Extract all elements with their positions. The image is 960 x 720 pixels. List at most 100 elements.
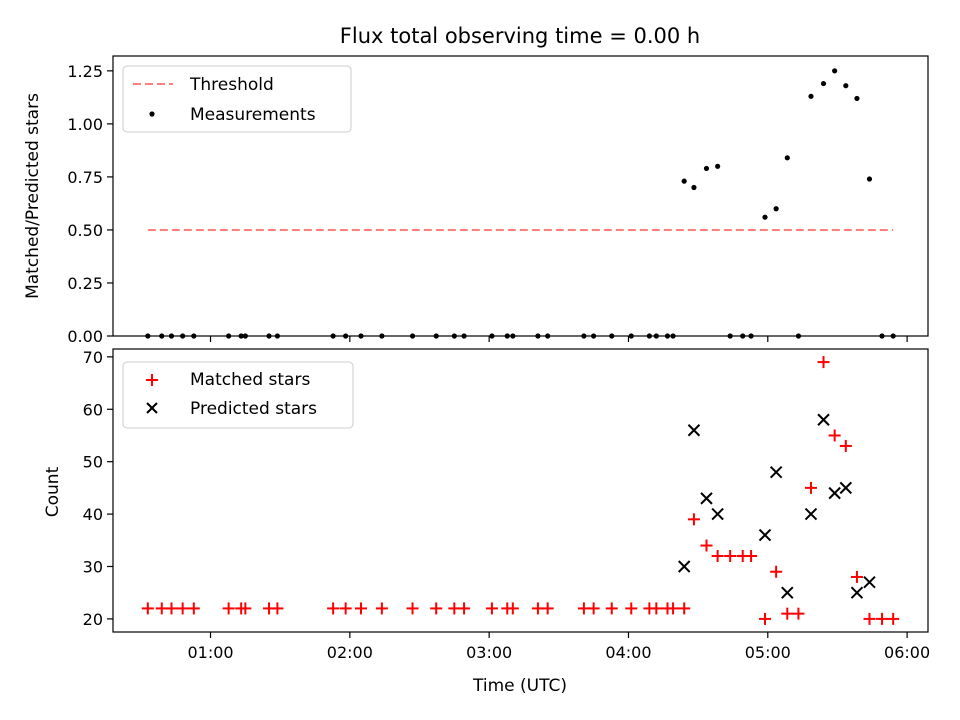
legend-threshold-label: Threshold: [189, 75, 274, 95]
matched-stars-point: [605, 602, 618, 615]
matched-stars-point: [625, 602, 638, 615]
matched-stars-point: [876, 612, 889, 625]
measurements-point: [691, 184, 697, 191]
matched-stars-point: [828, 429, 841, 442]
matched-stars-point: [792, 607, 805, 620]
matched-stars-point: [650, 602, 663, 615]
bottom-panel: 20 30 40 50 60 70 01:00 02:00 03:00 04:00 05:00 06…: [43, 348, 930, 696]
measurements-point: [866, 176, 873, 182]
matched-stars-point: [687, 513, 700, 526]
x-tick-label: 01:00: [187, 643, 233, 662]
matched-stars-point: [678, 602, 691, 615]
y-tick-label: 0.75: [67, 168, 103, 187]
y-tick-label: 50: [83, 453, 103, 472]
matched-stars-point: [759, 612, 771, 625]
x-tick-label: 03:00: [466, 643, 512, 662]
legend-predicted-marker: [146, 402, 158, 414]
matched-stars-point: [222, 602, 235, 615]
y-tick-label: 60: [83, 400, 103, 419]
matched-stars-point: [839, 439, 852, 452]
y-tick-label: 20: [83, 610, 103, 629]
y-tick-label: 0.50: [67, 221, 103, 240]
bottom-marks: [141, 356, 900, 625]
matched-stars-point: [141, 602, 154, 615]
bottom-x-ticks: 01:00 02:00 03:00 04:00 05:00 06:00: [187, 632, 930, 662]
predicted-stars-point: [804, 507, 818, 521]
matched-stars-point: [458, 602, 471, 615]
measurements-point: [784, 155, 790, 161]
matched-stars-point: [430, 602, 443, 615]
measurements-point: [832, 68, 838, 74]
matched-stars-point: [339, 602, 352, 615]
matched-stars-point: [745, 550, 758, 563]
top-y-axis-label: Matched/Predicted stars: [23, 93, 43, 299]
matched-stars-point: [187, 602, 200, 615]
matched-stars-point: [781, 607, 794, 620]
matched-stars-point: [863, 612, 876, 625]
y-tick-label: 1.25: [67, 62, 103, 81]
predicted-stars-point: [828, 486, 841, 500]
legend-measurements-dot: [149, 111, 155, 117]
matched-stars-point: [770, 565, 783, 578]
matched-stars-point: [711, 550, 724, 563]
predicted-stars-point: [781, 586, 794, 599]
matched-stars-point: [887, 612, 900, 625]
x-axis-label: Time (UTC): [472, 676, 567, 696]
bottom-axes-frame: [112, 348, 929, 633]
measurements-point: [762, 214, 768, 220]
matched-stars-point: [375, 602, 388, 615]
x-tick-label: 06:00: [884, 643, 930, 662]
x-tick-label: 05:00: [745, 643, 791, 662]
legend-matched-label: Matched stars: [190, 370, 310, 390]
measurements-point: [854, 95, 860, 102]
matched-stars-point: [406, 602, 419, 615]
matched-stars-point: [176, 602, 189, 615]
matched-stars-point: [587, 602, 600, 615]
matched-stars-point: [485, 602, 498, 615]
matched-stars-point: [850, 570, 863, 583]
y-tick-label: 1.00: [67, 115, 103, 134]
matched-stars-point: [354, 602, 367, 615]
y-tick-label: 0.25: [67, 274, 103, 293]
predicted-stars-point: [769, 465, 783, 479]
measurements-point: [808, 93, 814, 99]
measurements-point: [773, 206, 779, 212]
x-tick-label: 02:00: [327, 643, 373, 662]
predicted-stars-point: [700, 492, 713, 505]
legend-measurements-label: Measurements: [190, 105, 316, 125]
predicted-stars-point: [758, 528, 772, 542]
matched-stars-point: [667, 602, 680, 615]
top-x-ticks: [209, 336, 908, 342]
predicted-stars-point: [687, 424, 701, 437]
matched-stars-point: [817, 356, 830, 369]
matched-stars-point: [804, 481, 817, 494]
bottom-legend: Matched stars Predicted stars: [122, 361, 354, 429]
measurements-point: [703, 165, 710, 172]
matched-stars-point: [700, 539, 713, 552]
legend-matched-marker: [146, 374, 158, 386]
matched-stars-point: [327, 602, 340, 615]
top-legend: Threshold Measurements: [122, 65, 352, 133]
top-y-ticks: 0.00 0.25 0.50 0.75 1.00 1.25: [67, 62, 113, 346]
bottom-legend-box: [122, 361, 354, 429]
chart-title: Flux total observing time = 0.00 h: [340, 24, 700, 48]
predicted-stars-point: [863, 576, 876, 589]
measurements-point: [843, 83, 849, 89]
matched-stars-point: [506, 602, 519, 615]
predicted-stars-point: [817, 413, 830, 426]
y-tick-label: 40: [83, 505, 103, 524]
bottom-y-axis-label: Count: [43, 466, 63, 517]
x-tick-label: 04:00: [605, 643, 651, 662]
measurements-point: [820, 80, 827, 87]
y-tick-label: 0.00: [67, 327, 103, 346]
bottom-y-ticks: 20 30 40 50 60 70: [83, 348, 113, 629]
top-legend-box: [122, 65, 352, 133]
measurements-point: [715, 163, 721, 169]
predicted-stars-point: [677, 560, 691, 573]
y-tick-label: 30: [83, 557, 103, 576]
measurements-point: [681, 178, 687, 184]
y-tick-label: 70: [83, 348, 103, 367]
matched-stars-point: [239, 602, 252, 615]
predicted-stars-point: [839, 481, 853, 495]
